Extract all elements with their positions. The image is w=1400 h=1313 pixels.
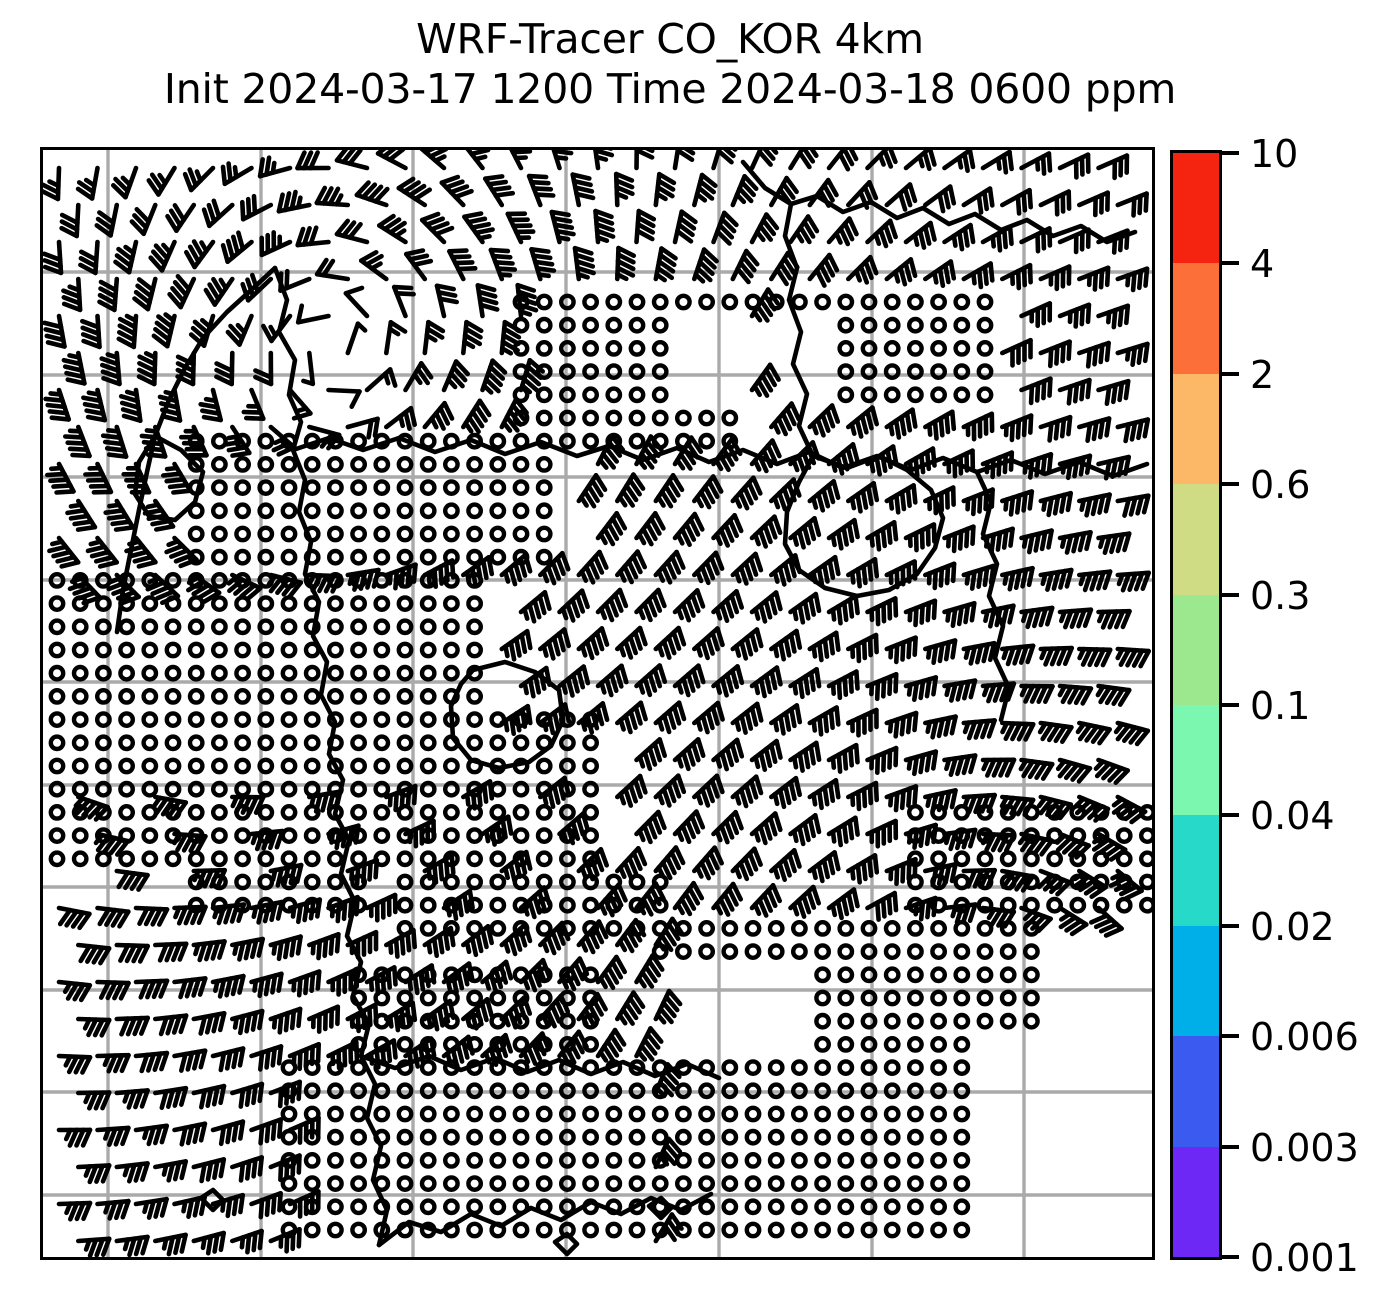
colorbar-tick-label: 10 xyxy=(1250,132,1299,176)
colorbar-ticks: 0.001 0.003 0.006 0.02 0.04 0.1 0.3 0.6 2 4 10 xyxy=(1222,135,1397,1277)
colorbar-tick-mark xyxy=(1222,371,1239,376)
colorbar-tick-mark xyxy=(1222,813,1239,818)
colorbar-band xyxy=(1173,1036,1219,1147)
colorbar-tick-mark xyxy=(1222,592,1239,597)
colorbar-tick-label: 0.3 xyxy=(1250,573,1311,618)
colorbar-tick-mark xyxy=(1222,261,1239,266)
map-canvas xyxy=(43,150,1152,1257)
colorbar-tick-label: 0.6 xyxy=(1250,463,1311,508)
colorbar-tick-mark xyxy=(1222,482,1239,487)
colorbar-tick-label: 4 xyxy=(1250,242,1275,287)
figure-title: WRF-Tracer CO_KOR 4km Init 2024-03-17 12… xyxy=(0,14,1340,114)
colorbar xyxy=(1170,150,1222,1260)
colorbar-tick-mark xyxy=(1222,1255,1239,1259)
colorbar-band xyxy=(1173,263,1219,374)
title-line-2: Init 2024-03-17 1200 Time 2024-03-18 060… xyxy=(163,65,1177,114)
colorbar-tick-mark xyxy=(1222,703,1239,707)
colorbar-tick-label: 0.1 xyxy=(1250,684,1311,728)
colorbar-tick-mark xyxy=(1222,151,1239,155)
colorbar-band xyxy=(1173,815,1219,926)
wind-barbs xyxy=(43,150,1151,1257)
colorbar-band xyxy=(1173,925,1219,1037)
title-line-1: WRF-Tracer CO_KOR 4km xyxy=(416,15,924,63)
colorbar-band xyxy=(1173,153,1219,264)
colorbar-tick-label: 0.02 xyxy=(1250,904,1335,949)
colorbar-tick-mark xyxy=(1222,1034,1239,1039)
colorbar-band xyxy=(1173,484,1219,595)
colorbar-band xyxy=(1173,1146,1219,1257)
colorbar-band xyxy=(1173,704,1219,816)
colorbar-tick-mark xyxy=(1222,923,1239,928)
map-plot-area xyxy=(40,147,1155,1260)
colorbar-tick-label: 0.04 xyxy=(1250,794,1335,839)
colorbar-band xyxy=(1173,373,1219,485)
colorbar-band xyxy=(1173,594,1219,705)
colorbar-tick-label: 0.001 xyxy=(1250,1236,1359,1280)
colorbar-tick-label: 2 xyxy=(1250,352,1275,397)
colorbar-tick-label: 0.006 xyxy=(1250,1015,1359,1060)
colorbar-tick-label: 0.003 xyxy=(1250,1125,1359,1170)
colorbar-tick-mark xyxy=(1222,1144,1239,1149)
